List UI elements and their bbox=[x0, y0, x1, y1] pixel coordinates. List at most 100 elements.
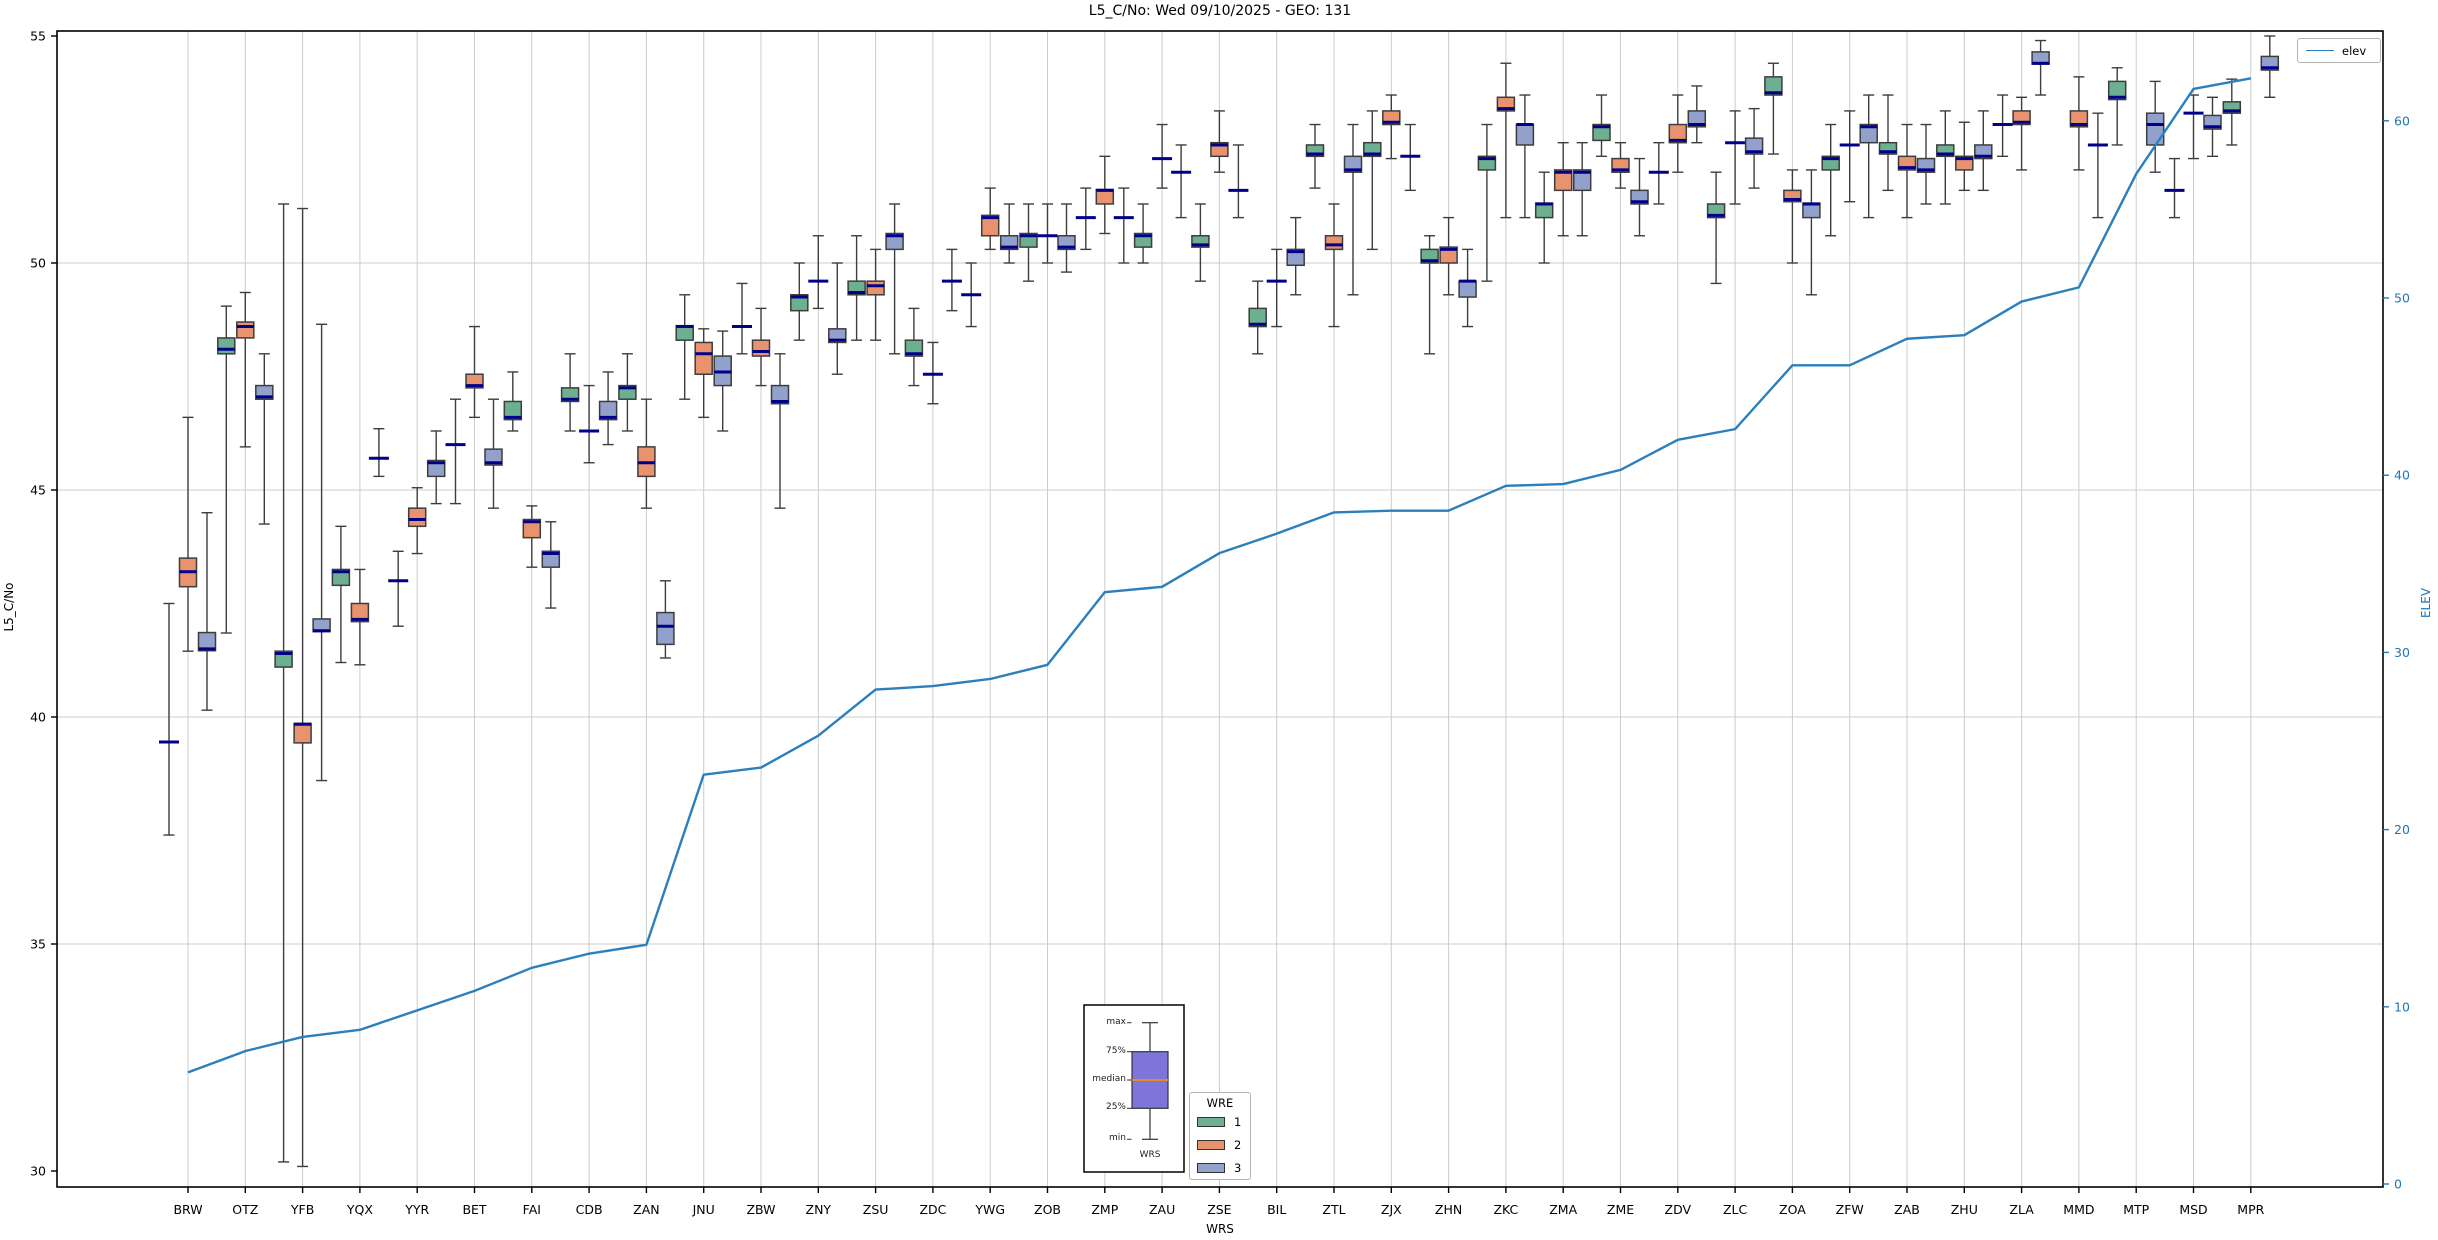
box-CDB-wre3 bbox=[598, 400, 618, 421]
y-axis-left-label: L5_C/No bbox=[2, 582, 16, 632]
box-BIL-wre3 bbox=[1286, 248, 1305, 267]
box-ZAB-wre1 bbox=[1878, 141, 1898, 155]
elev-legend-label: elev bbox=[2342, 43, 2367, 58]
box-OTZ-wre1 bbox=[217, 337, 236, 355]
wre1-label: 1 bbox=[1234, 1114, 1242, 1129]
x-axis-label: WRS bbox=[1206, 1222, 1234, 1236]
xtick-label-CDB: CDB bbox=[576, 1202, 603, 1217]
wre3-label: 3 bbox=[1234, 1160, 1242, 1175]
inset-label-25: 25% bbox=[1105, 1102, 1126, 1112]
elev-line-sample bbox=[2306, 50, 2334, 51]
box-FAI-wre3 bbox=[541, 550, 561, 568]
ytick-left-label-40: 40 bbox=[30, 710, 46, 725]
xtick-label-ZKC: ZKC bbox=[1493, 1202, 1518, 1217]
box-ZDC-wre1 bbox=[904, 339, 924, 357]
box-YFB-wre2 bbox=[293, 722, 312, 744]
ytick-left-label-45: 45 bbox=[30, 483, 46, 498]
box-ZOA-wre1 bbox=[1764, 76, 1783, 96]
xtick-label-YYR: YYR bbox=[404, 1202, 429, 1217]
box-ZHU-wre1 bbox=[1936, 144, 1955, 158]
xtick-label-MMD: MMD bbox=[2063, 1202, 2094, 1217]
wre-legend-item-2: 2 bbox=[1190, 1133, 1250, 1156]
box-ZMA-wre2 bbox=[1553, 169, 1573, 192]
xtick-label-MPR: MPR bbox=[2237, 1202, 2264, 1217]
xtick-label-YFB: YFB bbox=[290, 1202, 314, 1217]
xtick-label-JNU: JNU bbox=[692, 1202, 715, 1217]
box-BIL-wre1 bbox=[1248, 307, 1267, 328]
ytick-right-label-50: 50 bbox=[2394, 291, 2410, 306]
box-YFB-wre1 bbox=[274, 650, 293, 668]
xtick-label-ZAN: ZAN bbox=[633, 1202, 659, 1217]
box-YWG-wre2 bbox=[980, 214, 1000, 237]
ytick-right-label-0: 0 bbox=[2394, 1177, 2402, 1192]
inset-label-median: median bbox=[1092, 1074, 1126, 1084]
elev-legend: elev bbox=[2297, 38, 2381, 63]
ytick-right-label-40: 40 bbox=[2394, 468, 2410, 483]
box-OTZ-wre2 bbox=[236, 321, 255, 339]
box-BET-wre3 bbox=[484, 448, 503, 466]
box-YYR-wre3 bbox=[426, 459, 446, 478]
xtick-label-ZBW: ZBW bbox=[746, 1202, 775, 1217]
wre-legend: WRE 1 2 3 bbox=[1189, 1092, 1251, 1180]
wre-legend-title: WRE bbox=[1206, 1096, 1234, 1110]
y-axis-right-label: ELEV bbox=[2419, 587, 2433, 619]
xtick-label-ZTL: ZTL bbox=[1322, 1202, 1345, 1217]
box-ZDV-wre2 bbox=[1668, 123, 1688, 144]
xtick-label-ZMA: ZMA bbox=[1549, 1202, 1577, 1217]
box-MTP-wre3 bbox=[2145, 112, 2165, 146]
box-BRW-wre3 bbox=[197, 631, 217, 652]
box-ZTL-wre1 bbox=[1305, 144, 1325, 158]
ytick-left-label-55: 55 bbox=[30, 29, 46, 44]
box-MMD-wre2 bbox=[2069, 110, 2089, 128]
inset-x-label: WRS bbox=[1139, 1150, 1161, 1160]
box-ZSE-wre1 bbox=[1191, 235, 1210, 248]
xtick-label-ZNY: ZNY bbox=[806, 1202, 832, 1217]
xtick-label-ZFW: ZFW bbox=[1836, 1202, 1864, 1217]
xtick-label-ZOA: ZOA bbox=[1779, 1202, 1806, 1217]
wre-legend-item-1: 1 bbox=[1190, 1110, 1250, 1133]
xtick-label-ZSE: ZSE bbox=[1207, 1202, 1231, 1217]
box-ZBW-wre2 bbox=[751, 339, 771, 357]
ytick-right-label-60: 60 bbox=[2394, 113, 2410, 128]
chart-title: L5_C/No: Wed 09/10/2025 - GEO: 131 bbox=[1088, 3, 1352, 19]
xtick-label-MTP: MTP bbox=[2123, 1202, 2149, 1217]
box-ZME-wre1 bbox=[1592, 123, 1611, 142]
xtick-label-OTZ: OTZ bbox=[232, 1202, 258, 1217]
box-MPR-wre1 bbox=[2222, 101, 2242, 114]
xtick-label-ZLA: ZLA bbox=[2009, 1202, 2034, 1217]
box-JNU-wre2 bbox=[694, 341, 713, 375]
xtick-label-ZHN: ZHN bbox=[1435, 1202, 1462, 1217]
xtick-label-ZAB: ZAB bbox=[1894, 1202, 1920, 1217]
xtick-label-MSD: MSD bbox=[2179, 1202, 2207, 1217]
box-ZMA-wre3 bbox=[1572, 169, 1592, 192]
wre-legend-item-3: 3 bbox=[1190, 1156, 1250, 1179]
xtick-label-ZME: ZME bbox=[1607, 1202, 1634, 1217]
ytick-right-label-10: 10 bbox=[2394, 999, 2410, 1014]
xtick-label-BRW: BRW bbox=[173, 1202, 202, 1217]
wre1-swatch bbox=[1197, 1116, 1225, 1127]
box-ZAN-wre3 bbox=[656, 611, 675, 646]
ytick-left-label-50: 50 bbox=[30, 256, 46, 271]
ytick-left-label-30: 30 bbox=[30, 1164, 46, 1179]
xtick-label-YWG: YWG bbox=[974, 1202, 1005, 1217]
xtick-label-ZHU: ZHU bbox=[1951, 1202, 1978, 1217]
box-ZHN-wre2 bbox=[1439, 246, 1458, 264]
box-ZTL-wre2 bbox=[1324, 235, 1344, 251]
box-ZKC-wre3 bbox=[1515, 123, 1535, 146]
box-YYR-wre2 bbox=[407, 507, 427, 528]
xtick-label-ZSU: ZSU bbox=[863, 1202, 889, 1217]
inset-label-max: max bbox=[1106, 1017, 1126, 1027]
xtick-label-ZOB: ZOB bbox=[1034, 1202, 1061, 1217]
xtick-label-BET: BET bbox=[462, 1202, 486, 1217]
box-ZOA-wre2 bbox=[1783, 189, 1802, 203]
box-ZHN-wre3 bbox=[1458, 280, 1477, 298]
box-FAI-wre1 bbox=[503, 400, 523, 421]
wre2-swatch bbox=[1197, 1139, 1225, 1150]
ytick-right-label-20: 20 bbox=[2394, 822, 2410, 837]
box-ZNY-wre1 bbox=[790, 294, 809, 312]
xtick-label-ZDV: ZDV bbox=[1665, 1202, 1692, 1217]
xtick-label-ZMP: ZMP bbox=[1091, 1202, 1118, 1217]
inset-label-75: 75% bbox=[1105, 1046, 1126, 1056]
